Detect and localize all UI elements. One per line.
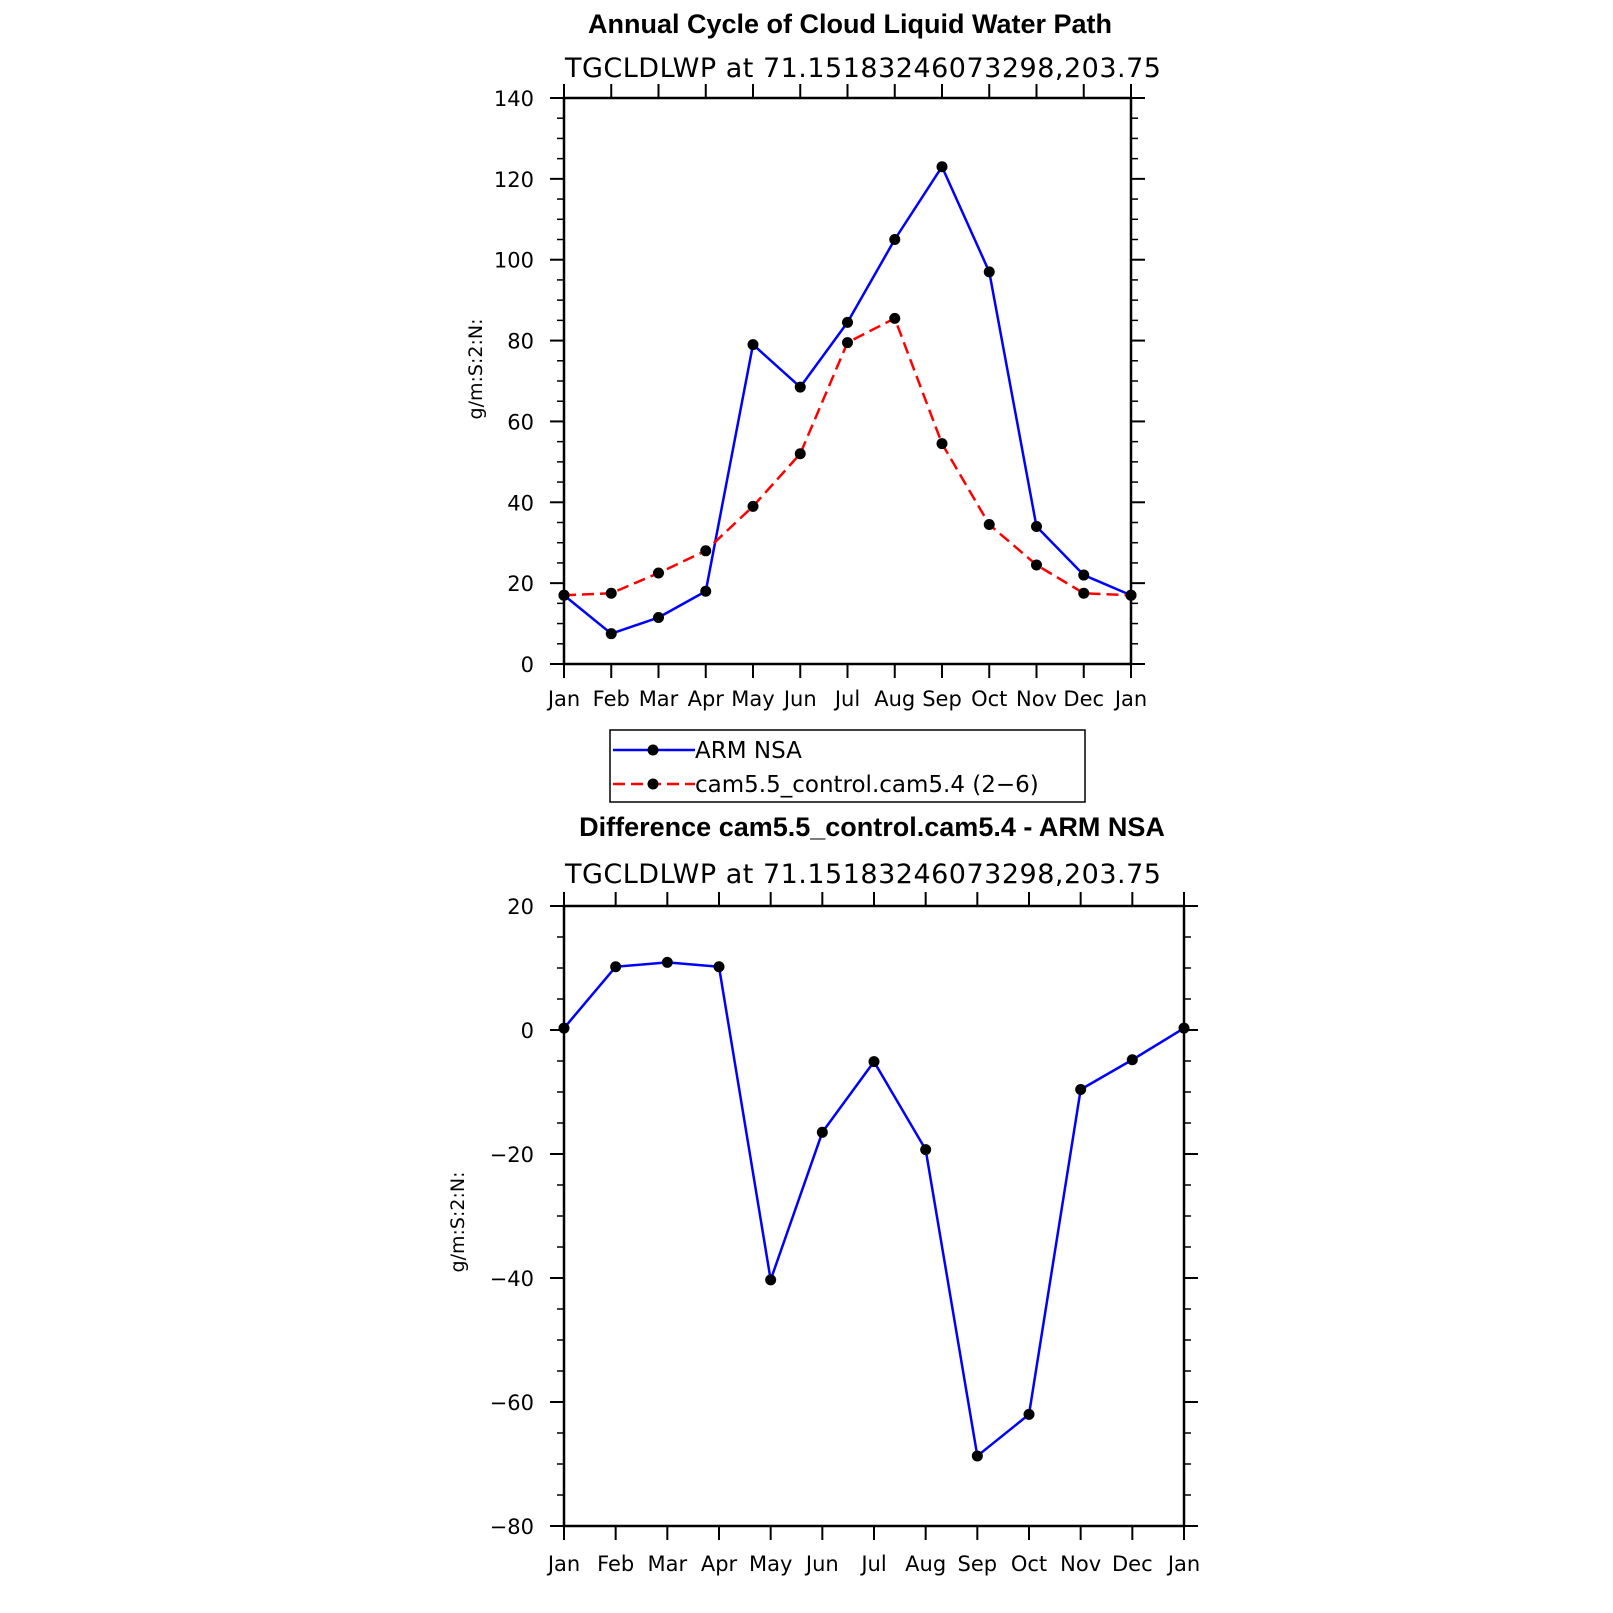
y-tick-label: 120 — [494, 168, 534, 192]
y-tick-label: 0 — [521, 653, 534, 677]
series-line-0 — [563, 961, 1185, 1458]
data-point-1-12 — [1125, 589, 1137, 601]
x-tick-label-nov: Nov — [1016, 687, 1057, 711]
data-point-1-5 — [794, 448, 806, 460]
chart-1-title: Annual Cycle of Cloud Liquid Water Path — [588, 9, 1112, 39]
chart-2-ylabel: g/m:S:2:N: — [447, 1172, 469, 1273]
chart-2-subtitle: TGCLDLWP at 71.15183246073298,203.75 — [564, 859, 1161, 890]
data-point-0-6 — [842, 316, 853, 328]
x-tick-label-jul: Jul — [859, 1552, 886, 1576]
data-point-0-10 — [1075, 1084, 1087, 1096]
data-point-0-7 — [920, 1144, 932, 1156]
legend-marker-cam5 — [647, 778, 659, 790]
chart-2-title: Difference cam5.5_control.cam5.4 - ARM N… — [579, 812, 1165, 842]
legend-label-cam5: cam5.5_control.cam5.4 (2−6) — [695, 772, 1039, 798]
x-tick-label-may: May — [731, 687, 774, 711]
data-point-1-6 — [842, 337, 853, 349]
data-point-0-4 — [747, 339, 759, 351]
x-tick-label-aug: Aug — [874, 687, 915, 711]
data-point-0-10 — [1031, 521, 1042, 533]
y-tick-label: 20 — [507, 895, 534, 919]
legend-box — [609, 729, 1086, 803]
x-tick-label-jan: Jan — [546, 1552, 580, 1576]
data-point-0-1 — [605, 628, 617, 640]
x-tick-label-apr: Apr — [701, 1552, 738, 1576]
x-tick-label-dec: Dec — [1063, 687, 1104, 711]
data-point-1-11 — [1078, 587, 1090, 599]
y-tick-label: −60 — [490, 1391, 534, 1415]
data-point-1-0 — [558, 589, 570, 601]
chart-1-annual-cycle: Annual Cycle of Cloud Liquid Water Path … — [465, 9, 1161, 803]
y-tick-label: 20 — [507, 572, 534, 596]
x-tick-label-mar: Mar — [648, 1552, 688, 1576]
x-tick-label-jul: Jul — [833, 687, 860, 711]
y-tick-label: 140 — [494, 87, 534, 111]
data-point-0-8 — [971, 1450, 983, 1462]
legend-marker-arm-nsa — [647, 744, 659, 756]
data-point-0-4 — [765, 1274, 777, 1286]
x-tick-label-may: May — [749, 1552, 792, 1576]
x-tick-label-oct: Oct — [971, 687, 1007, 711]
data-point-0-9 — [1023, 1408, 1035, 1420]
x-tick-label-dec: Dec — [1112, 1552, 1153, 1576]
chart-2-plot-frame — [562, 904, 1186, 1528]
data-point-0-5 — [816, 1126, 828, 1138]
chart-1-ylabel: g/m:S:2:N: — [465, 319, 487, 420]
data-point-1-3 — [700, 545, 712, 557]
data-point-0-8 — [936, 161, 948, 173]
data-point-0-6 — [868, 1056, 880, 1068]
data-point-1-9 — [983, 519, 995, 531]
data-point-0-11 — [1126, 1054, 1138, 1066]
data-point-1-4 — [747, 500, 759, 512]
data-point-0-3 — [700, 585, 712, 597]
x-tick-label-sep: Sep — [958, 1552, 998, 1576]
x-tick-label-sep: Sep — [922, 687, 962, 711]
y-tick-label: 80 — [507, 330, 534, 354]
y-tick-label: −40 — [490, 1267, 534, 1291]
y-tick-label: 40 — [507, 491, 534, 515]
x-tick-label-jan: Jan — [1113, 687, 1147, 711]
x-tick-label-oct: Oct — [1011, 1552, 1047, 1576]
y-tick-label: 100 — [494, 249, 534, 273]
x-tick-label-feb: Feb — [597, 1552, 634, 1576]
chart-2-difference: Difference cam5.5_control.cam5.4 - ARM N… — [447, 812, 1200, 1576]
x-tick-label-feb: Feb — [593, 687, 630, 711]
data-point-1-1 — [605, 587, 617, 599]
series-line-0 — [563, 165, 1132, 635]
data-point-0-12 — [1178, 1022, 1190, 1034]
data-point-0-2 — [653, 612, 664, 624]
data-point-1-7 — [889, 312, 901, 324]
chart-1-subtitle: TGCLDLWP at 71.15183246073298,203.75 — [564, 53, 1161, 84]
data-point-0-2 — [661, 956, 673, 968]
chart-1-legend: ARM NSA cam5.5_control.cam5.4 (2−6) — [609, 729, 1086, 803]
x-tick-label-jun: Jun — [804, 1552, 839, 1576]
y-tick-label: −20 — [490, 1143, 534, 1167]
data-point-0-7 — [889, 234, 901, 245]
series-line-1 — [563, 317, 1132, 597]
data-point-0-1 — [610, 961, 622, 973]
x-tick-label-apr: Apr — [688, 687, 725, 711]
data-point-0-9 — [983, 266, 995, 278]
data-point-0-0 — [558, 1022, 570, 1034]
x-tick-label-aug: Aug — [905, 1552, 946, 1576]
x-tick-label-jan: Jan — [1166, 1552, 1200, 1576]
data-point-0-5 — [794, 381, 806, 393]
data-point-0-11 — [1078, 569, 1090, 581]
x-tick-label-jun: Jun — [782, 687, 817, 711]
data-point-1-10 — [1031, 559, 1042, 571]
y-tick-label: 60 — [507, 410, 534, 434]
x-tick-label-jan: Jan — [546, 687, 580, 711]
legend-label-arm-nsa: ARM NSA — [695, 738, 802, 764]
data-point-1-8 — [936, 438, 948, 450]
x-tick-label-nov: Nov — [1060, 1552, 1101, 1576]
data-point-0-3 — [713, 961, 725, 973]
data-point-1-2 — [653, 567, 664, 579]
y-tick-label: −80 — [490, 1515, 534, 1539]
chart-1-plot-frame — [562, 96, 1133, 666]
y-tick-label: 0 — [521, 1019, 534, 1043]
x-tick-label-mar: Mar — [639, 687, 679, 711]
